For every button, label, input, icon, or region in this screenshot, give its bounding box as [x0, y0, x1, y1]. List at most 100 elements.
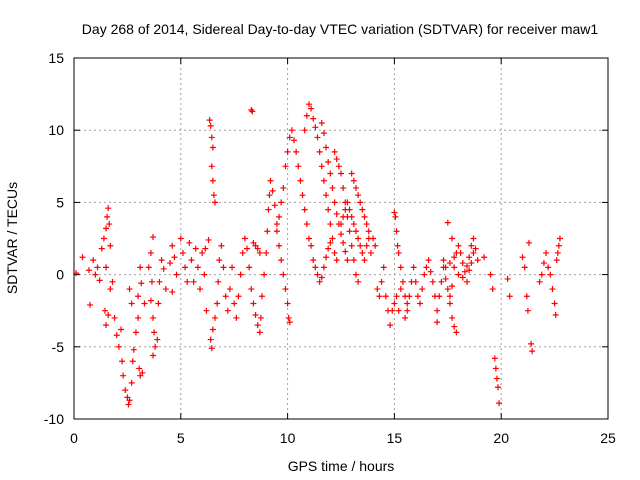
data-point — [352, 184, 359, 191]
data-point — [266, 192, 273, 199]
data-point — [222, 293, 229, 300]
data-point — [481, 254, 488, 261]
data-point — [397, 286, 404, 293]
data-point — [301, 206, 308, 213]
data-point — [305, 235, 312, 242]
data-point — [265, 206, 272, 213]
data-point — [101, 307, 108, 314]
data-point — [141, 300, 148, 307]
data-point — [325, 206, 332, 213]
data-point — [338, 221, 344, 228]
data-point — [173, 271, 180, 278]
data-point — [303, 112, 310, 119]
data-point — [344, 257, 351, 264]
data-point — [199, 249, 206, 256]
data-point — [147, 297, 154, 304]
data-point — [197, 286, 204, 293]
data-point — [470, 249, 477, 256]
data-point — [449, 235, 456, 242]
data-point — [421, 271, 428, 278]
data-point — [261, 271, 268, 278]
data-point — [210, 192, 217, 199]
data-point — [278, 199, 285, 206]
data-point — [103, 225, 110, 232]
x-axis-label: GPS time / hours — [288, 458, 395, 474]
data-point — [312, 124, 319, 131]
data-point — [94, 264, 101, 271]
data-point — [365, 228, 372, 235]
data-point — [350, 257, 357, 264]
data-point — [190, 278, 197, 285]
data-point — [98, 245, 105, 252]
data-point — [215, 278, 222, 285]
data-point — [547, 271, 554, 278]
data-point — [85, 267, 92, 274]
data-point — [489, 286, 496, 293]
data-point — [393, 293, 400, 300]
data-point — [312, 264, 319, 271]
data-point — [184, 278, 191, 285]
data-point — [333, 156, 340, 163]
data-point — [297, 177, 304, 184]
data-point — [308, 105, 315, 112]
data-point — [323, 254, 330, 261]
data-point — [254, 245, 261, 252]
data-point — [303, 221, 310, 228]
x-tick-label: 15 — [387, 430, 403, 446]
data-point — [457, 249, 464, 256]
data-point — [150, 314, 157, 321]
data-point — [256, 329, 263, 336]
data-point — [451, 254, 458, 261]
data-point — [402, 314, 409, 321]
data-point — [244, 245, 251, 252]
data-point — [404, 307, 411, 314]
data-point — [96, 277, 103, 284]
data-point — [355, 235, 362, 242]
data-point — [130, 346, 137, 353]
data-point — [327, 170, 334, 177]
data-point — [496, 400, 503, 407]
data-point — [177, 235, 184, 242]
data-point — [117, 326, 124, 333]
x-tick-label: 20 — [493, 430, 509, 446]
data-point — [425, 257, 432, 264]
data-point — [208, 134, 215, 141]
data-point — [540, 260, 547, 267]
data-point — [115, 343, 122, 350]
data-point — [391, 300, 398, 307]
data-point — [218, 242, 225, 249]
data-point — [376, 293, 383, 300]
data-point — [273, 228, 280, 235]
data-point — [308, 242, 315, 249]
plot-frame — [73, 57, 609, 420]
data-point — [182, 264, 189, 271]
data-point — [325, 245, 332, 252]
data-point — [316, 148, 323, 155]
data-point — [139, 369, 146, 376]
data-point — [186, 239, 193, 246]
data-point — [355, 278, 362, 285]
data-point — [493, 375, 500, 382]
data-point — [285, 314, 292, 321]
data-point — [331, 199, 338, 206]
data-point — [453, 329, 460, 336]
data-point — [126, 397, 133, 404]
data-point — [468, 242, 475, 249]
data-point — [248, 286, 255, 293]
data-point — [391, 209, 398, 216]
data-point — [194, 264, 201, 271]
data-point — [412, 278, 419, 285]
data-point — [506, 293, 513, 300]
tick-marks — [73, 57, 609, 420]
data-point — [331, 148, 338, 155]
data-point — [209, 177, 216, 184]
data-point — [504, 275, 511, 282]
data-point — [389, 307, 396, 314]
data-point — [455, 271, 462, 278]
data-point — [271, 202, 278, 209]
data-point — [387, 322, 394, 329]
data-point — [543, 249, 550, 256]
data-point — [444, 219, 451, 226]
data-point — [320, 177, 327, 184]
data-point — [160, 265, 167, 272]
